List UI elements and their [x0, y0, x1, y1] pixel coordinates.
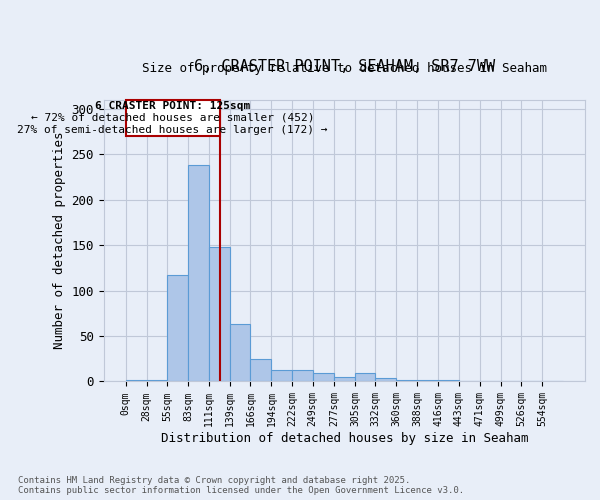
Bar	[417, 380, 439, 382]
Title: Size of property relative to detached houses in Seaham: Size of property relative to detached ho…	[142, 62, 547, 75]
Bar	[521, 380, 542, 382]
Bar	[292, 370, 313, 382]
Bar	[188, 165, 209, 382]
Bar	[439, 380, 458, 382]
Text: 27% of semi-detached houses are larger (172) →: 27% of semi-detached houses are larger (…	[17, 125, 328, 135]
Bar	[313, 374, 334, 382]
Bar	[542, 380, 563, 382]
Bar	[250, 358, 271, 382]
Y-axis label: Number of detached properties: Number of detached properties	[53, 132, 66, 350]
Bar	[355, 374, 375, 382]
Bar	[146, 380, 167, 382]
Bar	[375, 378, 396, 382]
Bar	[458, 380, 479, 382]
Bar	[167, 275, 188, 382]
Text: ← 72% of detached houses are smaller (452): ← 72% of detached houses are smaller (45…	[31, 113, 314, 123]
Bar	[501, 380, 521, 382]
Text: 6, CRASTER POINT, SEAHAM, SR7 7WW: 6, CRASTER POINT, SEAHAM, SR7 7WW	[194, 60, 495, 74]
Bar	[230, 324, 250, 382]
Bar	[125, 100, 220, 136]
Text: Contains HM Land Registry data © Crown copyright and database right 2025.
Contai: Contains HM Land Registry data © Crown c…	[18, 476, 464, 495]
Bar	[334, 377, 355, 382]
Text: 6 CRASTER POINT: 125sqm: 6 CRASTER POINT: 125sqm	[95, 100, 250, 110]
Bar	[479, 380, 501, 382]
Bar	[209, 247, 230, 382]
X-axis label: Distribution of detached houses by size in Seaham: Distribution of detached houses by size …	[161, 432, 528, 445]
Bar	[396, 380, 417, 382]
Bar	[125, 380, 146, 382]
Bar	[271, 370, 292, 382]
